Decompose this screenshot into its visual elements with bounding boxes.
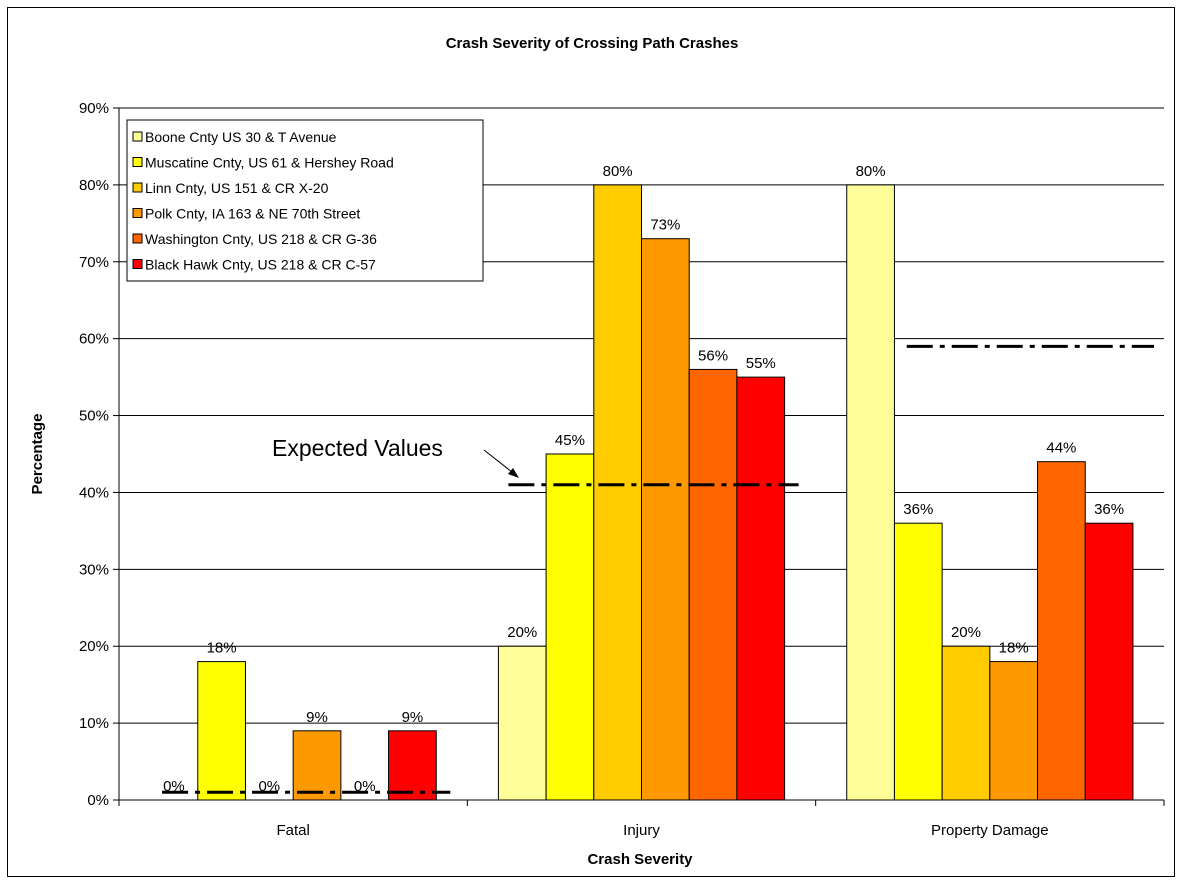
bar	[641, 238, 690, 801]
legend: Boone Cnty US 30 & T Avenue Muscatine Cnt…	[126, 119, 484, 282]
data-label: 80%	[603, 163, 633, 180]
data-label: 80%	[856, 163, 886, 180]
legend-entry: Muscatine Cnty, US 61 & Hershey Road	[145, 155, 394, 171]
data-label: 18%	[207, 640, 237, 657]
axes: 0% 10% 20% 30% 40% 50% 60% 70% 80% 90% Fatal Injury…	[79, 100, 1165, 839]
bar	[197, 661, 246, 801]
data-label: 18%	[999, 640, 1029, 657]
bar	[846, 184, 895, 801]
bar	[1037, 461, 1086, 801]
y-axis-title: Percentage	[29, 414, 46, 495]
y-tick-label: 20%	[79, 638, 109, 655]
data-label: 36%	[1094, 501, 1124, 518]
bar	[593, 184, 642, 801]
legend-entry: Black Hawk Cnty, US 218 & CR C-57	[145, 257, 376, 273]
legend-swatch	[132, 131, 143, 142]
legend-entry: Washington Cnty, US 218 & CR G-36	[145, 231, 377, 247]
y-tick-label: 0%	[87, 792, 109, 809]
legend-swatch	[132, 233, 143, 244]
y-tick-label: 60%	[79, 331, 109, 348]
y-tick-label: 70%	[79, 254, 109, 271]
bar	[497, 645, 547, 801]
data-labels: 0% 20% 80% 18% 45% 36% 0% 80% 20% 9% 73% 18% 0% 56% 44…	[163, 163, 1124, 795]
bar	[989, 661, 1039, 801]
legend-entry: Linn Cnty, US 151 & CR X-20	[145, 180, 329, 196]
y-tick-label: 90%	[79, 100, 109, 117]
data-label: 20%	[951, 624, 981, 641]
legend-box	[126, 119, 484, 282]
y-tick-label: 80%	[79, 177, 109, 194]
data-label: 44%	[1046, 440, 1076, 457]
data-label: 36%	[903, 501, 933, 518]
data-label: 45%	[555, 432, 585, 449]
bar	[736, 376, 786, 801]
data-label: 20%	[507, 624, 537, 641]
data-label: 9%	[402, 709, 424, 726]
x-tick-label: Injury	[623, 822, 660, 839]
data-label: 0%	[163, 778, 185, 795]
y-tick-label: 50%	[79, 408, 109, 425]
x-tick-label: Fatal	[276, 822, 309, 839]
bar	[1084, 522, 1134, 801]
x-axis-title: Crash Severity	[587, 851, 693, 868]
data-label: 0%	[258, 778, 280, 795]
bar	[388, 730, 437, 801]
legend-swatch	[132, 157, 143, 167]
legend-entry: Polk Cnty, IA 163 & NE 70th Street	[145, 206, 360, 222]
annotation-text: Expected Values	[272, 435, 443, 461]
legend-swatch	[132, 208, 143, 218]
legend-swatch	[132, 182, 143, 193]
data-label: 73%	[650, 217, 680, 234]
bars	[197, 184, 1134, 801]
expected-value-lines	[162, 344, 1154, 794]
y-tick-label: 10%	[79, 715, 109, 732]
data-label: 55%	[746, 355, 776, 372]
bar	[688, 368, 738, 801]
y-tick-label: 40%	[79, 484, 109, 501]
legend-swatch	[132, 259, 143, 269]
data-label: 0%	[354, 778, 376, 795]
chart-title: Crash Severity of Crossing Path Crashes	[446, 35, 739, 52]
x-tick-label: Property Damage	[931, 822, 1049, 839]
annotation-arrowhead	[508, 468, 519, 478]
bar	[893, 522, 943, 801]
y-tick-label: 30%	[79, 561, 109, 578]
data-label: 56%	[698, 347, 728, 364]
legend-entry: Boone Cnty US 30 & T Avenue	[145, 129, 337, 145]
data-label: 9%	[306, 709, 328, 726]
bar	[292, 730, 342, 801]
bar	[545, 453, 595, 801]
annotation: Expected Values	[272, 435, 519, 478]
bar	[941, 645, 991, 801]
